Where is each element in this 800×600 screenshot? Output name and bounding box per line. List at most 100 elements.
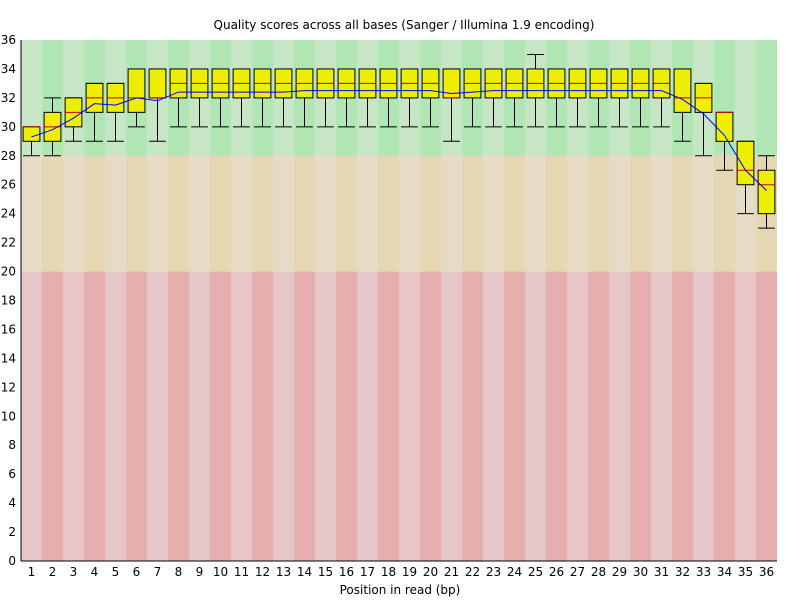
- zone-band-reasonable: [336, 155, 357, 272]
- zone-band-reasonable: [126, 155, 147, 272]
- zone-band-reasonable: [168, 155, 189, 272]
- zone-band-reasonable: [504, 155, 525, 272]
- iqr-box: [715, 111, 734, 142]
- x-tick-label: 23: [486, 565, 501, 579]
- x-tick-label: 7: [154, 565, 162, 579]
- zone-band-reasonable: [231, 155, 252, 272]
- zone-band-reasonable: [630, 155, 651, 272]
- zone-band-poor: [336, 271, 357, 561]
- zone-band-poor: [273, 271, 294, 561]
- zone-band-reasonable: [252, 155, 273, 272]
- box-position-12: [253, 68, 272, 128]
- box-position-36: [757, 155, 776, 229]
- zone-band-poor: [294, 271, 315, 561]
- zone-band-poor: [609, 271, 630, 561]
- x-tick-label: 2: [49, 565, 57, 579]
- x-axis-tick-labels: 1 2 3 4 5 6 7 8 9 10 11 12 13 14 15 16 17 18 19 20 21 22 23 24 2…: [28, 565, 774, 579]
- x-tick-label: 17: [360, 565, 375, 579]
- x-tick-label: 20: [423, 565, 438, 579]
- zone-band-poor: [168, 271, 189, 561]
- x-tick-label: 27: [570, 565, 585, 579]
- zone-band-reasonable: [189, 155, 210, 272]
- axes: [20, 40, 777, 562]
- y-tick-label: 34: [1, 62, 16, 76]
- x-tick-label: 12: [255, 565, 270, 579]
- x-tick-label: 8: [175, 565, 183, 579]
- zone-band-good: [735, 40, 756, 156]
- box-position-8: [169, 68, 188, 128]
- chart-title: Quality scores across all bases (Sanger …: [214, 18, 595, 32]
- zone-band-poor: [420, 271, 441, 561]
- x-tick-label: 35: [738, 565, 753, 579]
- zone-band-reasonable: [294, 155, 315, 272]
- y-tick-label: 26: [1, 178, 16, 192]
- x-tick-label: 13: [276, 565, 291, 579]
- x-tick-label: 10: [213, 565, 228, 579]
- box-position-21: [442, 68, 461, 142]
- box-position-7: [148, 68, 167, 142]
- zone-band-poor: [63, 271, 84, 561]
- mean-line: [31, 90, 767, 191]
- x-tick-label: 6: [133, 565, 141, 579]
- y-tick-label: 28: [1, 149, 16, 163]
- zone-band-reasonable: [567, 155, 588, 272]
- zone-band-reasonable: [672, 155, 693, 272]
- box-position-4: [85, 82, 104, 142]
- iqr-box: [736, 140, 755, 186]
- zone-band-poor: [546, 271, 567, 561]
- x-tick-label: 26: [549, 565, 564, 579]
- zone-band-poor: [756, 271, 777, 561]
- zone-band-good: [756, 40, 777, 156]
- y-tick-label: 20: [1, 265, 16, 279]
- zone-band-reasonable: [714, 155, 735, 272]
- y-tick-label: 8: [8, 438, 16, 452]
- y-tick-label: 4: [8, 496, 16, 510]
- zone-band-reasonable: [483, 155, 504, 272]
- box-position-1: [22, 126, 41, 157]
- zone-band-poor: [126, 271, 147, 561]
- quality-zone-bands: [21, 40, 777, 561]
- y-tick-label: 16: [1, 322, 16, 336]
- y-tick-label: 12: [1, 380, 16, 394]
- box-position-9: [190, 68, 209, 128]
- x-tick-label: 9: [196, 565, 204, 579]
- y-tick-label: 32: [1, 91, 16, 105]
- y-tick-label: 0: [8, 554, 16, 568]
- zone-band-reasonable: [693, 155, 714, 272]
- zone-band-reasonable: [525, 155, 546, 272]
- box-position-10: [211, 68, 230, 128]
- x-axis-label: Position in read (bp): [340, 583, 461, 597]
- zone-band-reasonable: [315, 155, 336, 272]
- y-tick-label: 14: [1, 351, 16, 365]
- x-tick-label: 33: [696, 565, 711, 579]
- x-tick-label: 31: [654, 565, 669, 579]
- y-tick-label: 22: [1, 236, 16, 250]
- zone-band-poor: [399, 271, 420, 561]
- zone-band-poor: [315, 271, 336, 561]
- mean-series: [31, 90, 767, 191]
- x-tick-label: 5: [112, 565, 120, 579]
- x-tick-label: 34: [717, 565, 732, 579]
- zone-band-poor: [735, 271, 756, 561]
- zone-band-reasonable: [420, 155, 441, 272]
- zone-band-reasonable: [378, 155, 399, 272]
- zone-band-poor: [483, 271, 504, 561]
- x-tick-label: 29: [612, 565, 627, 579]
- zone-band-reasonable: [588, 155, 609, 272]
- x-tick-label: 3: [70, 565, 78, 579]
- x-tick-label: 11: [234, 565, 249, 579]
- x-tick-label: 16: [339, 565, 354, 579]
- zone-band-reasonable: [651, 155, 672, 272]
- zone-band-poor: [525, 271, 546, 561]
- y-tick-label: 30: [1, 120, 16, 134]
- box-position-2: [43, 97, 62, 157]
- box-position-3: [64, 97, 83, 142]
- x-tick-label: 32: [675, 565, 690, 579]
- iqr-box: [757, 169, 776, 215]
- zone-band-reasonable: [210, 155, 231, 272]
- zone-band-poor: [693, 271, 714, 561]
- box-position-33: [694, 82, 713, 157]
- y-tick-label: 6: [8, 467, 16, 481]
- zone-band-reasonable: [546, 155, 567, 272]
- zone-band-poor: [21, 271, 42, 561]
